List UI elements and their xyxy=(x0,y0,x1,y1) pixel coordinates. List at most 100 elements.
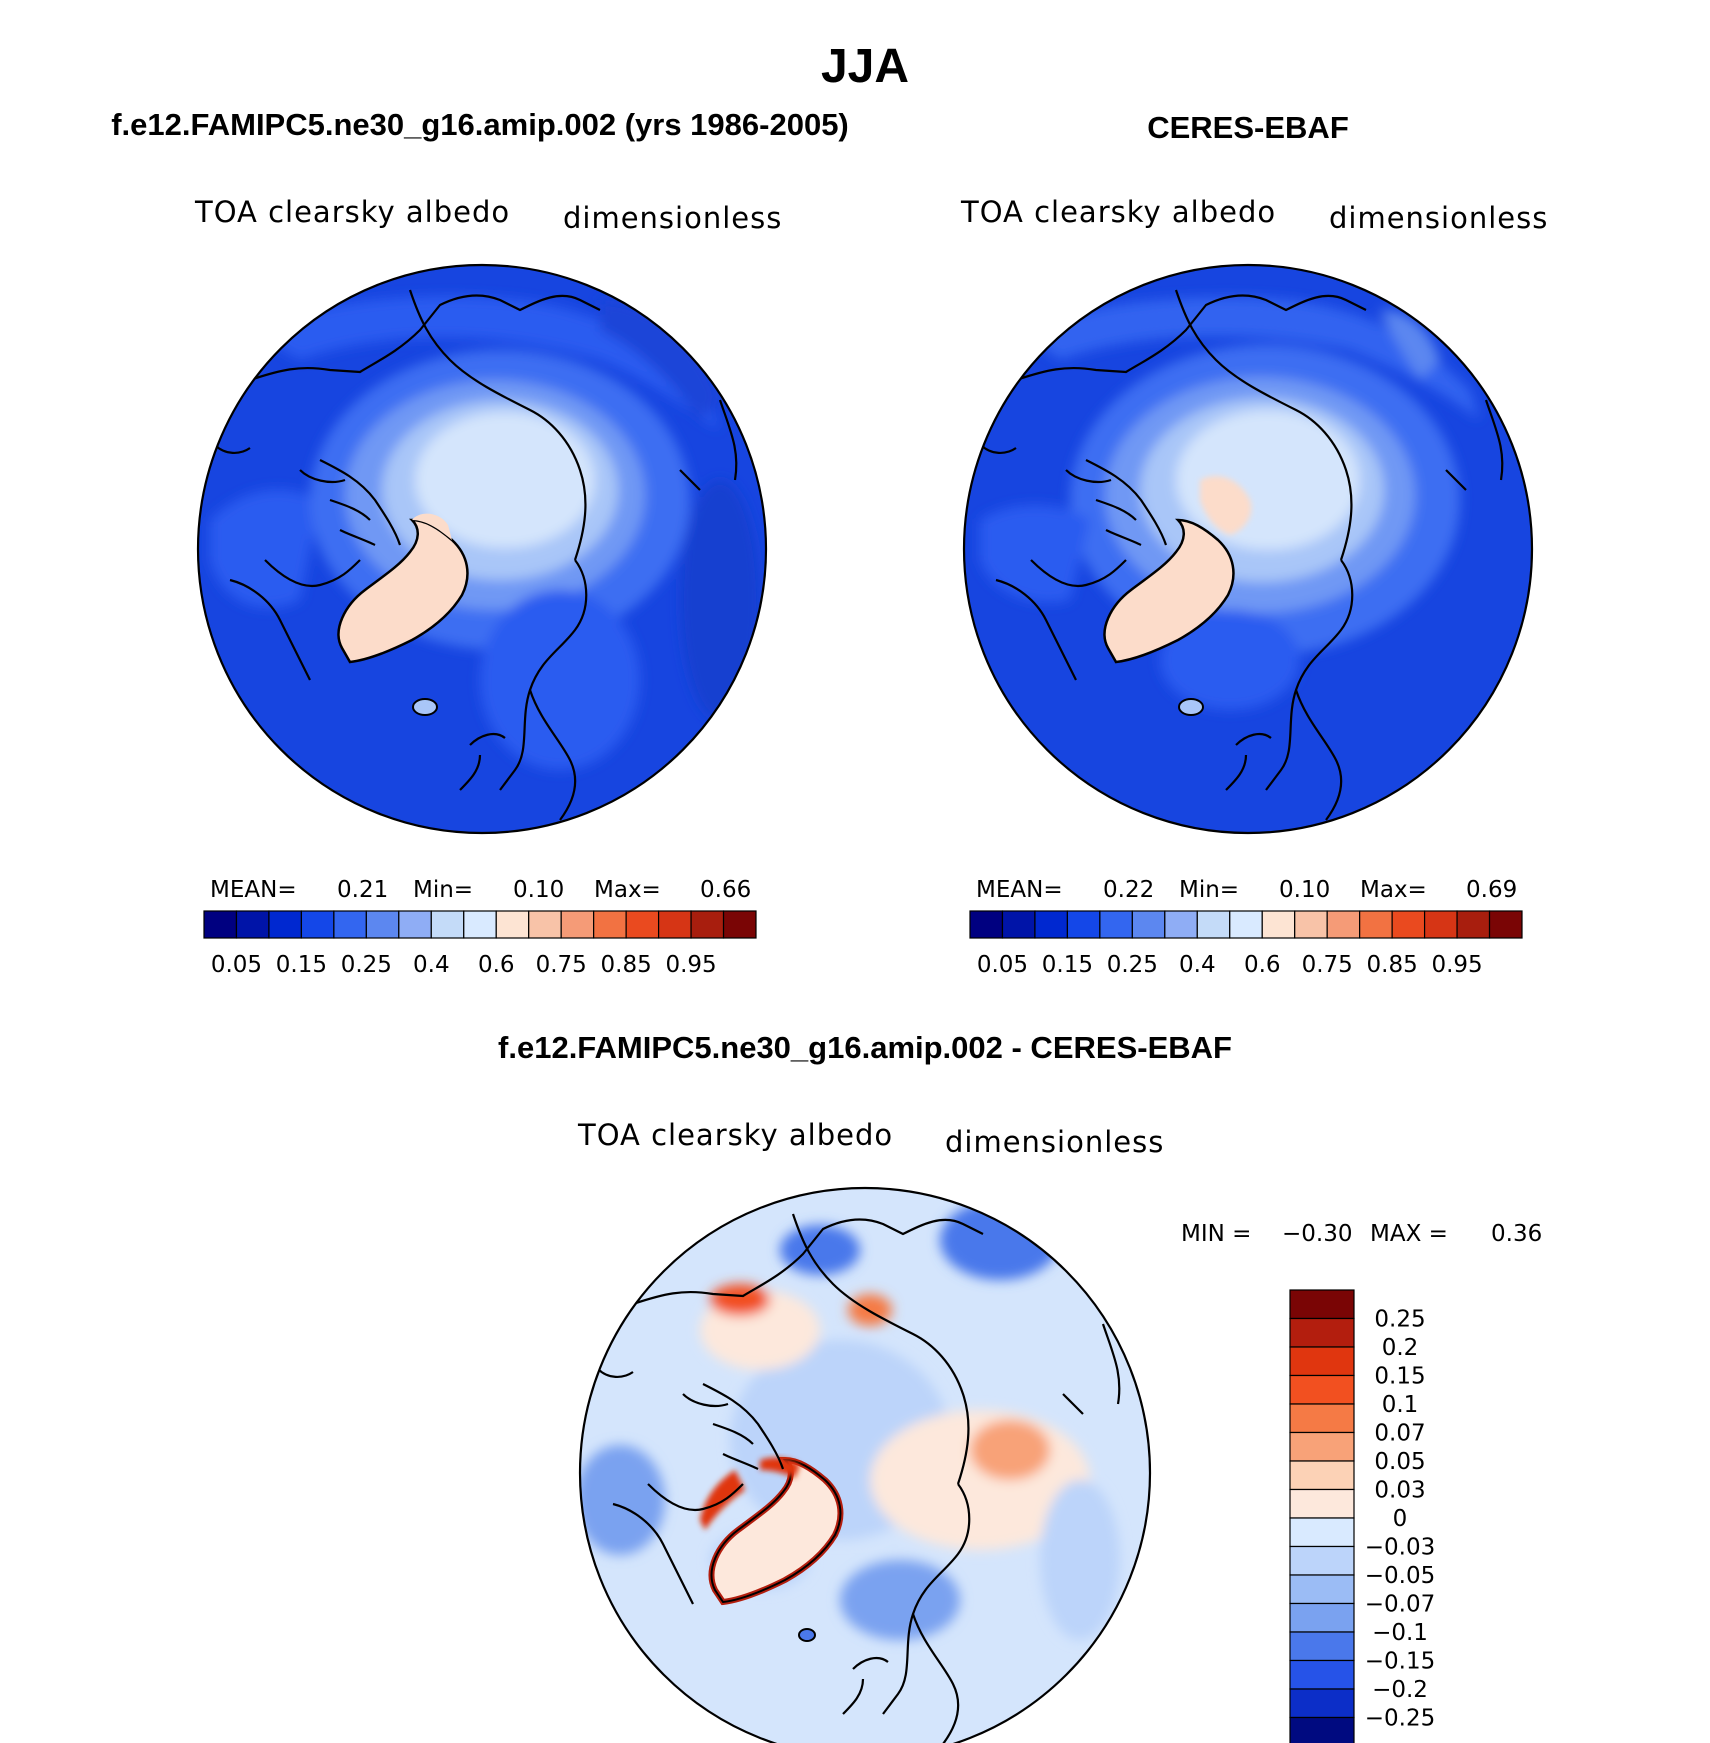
colorbar-tick-label: 0 xyxy=(1393,1506,1408,1532)
colorbar-swatch xyxy=(1289,1403,1355,1434)
map-obs-fill xyxy=(964,265,1532,833)
map-obs xyxy=(962,263,1534,835)
stats-mean-label: MEAN= xyxy=(210,877,297,903)
stats-min-value: 0.10 xyxy=(513,877,564,903)
colorbar-swatch xyxy=(1289,1602,1355,1633)
colorbar-swatch xyxy=(1289,1374,1355,1405)
colorbar-tick-label: 0.05 xyxy=(211,952,262,978)
colorbar-swatch xyxy=(1289,1460,1355,1491)
colorbar-swatch xyxy=(969,910,1004,939)
colorbar-tick-label: −0.1 xyxy=(1372,1620,1428,1646)
colorbar-swatch xyxy=(1359,910,1393,939)
variable-label-model: TOA clearsky albedo xyxy=(194,195,510,229)
colorbar-swatch xyxy=(235,910,270,939)
colorbar-swatch xyxy=(398,910,432,939)
units-label-diff: dimensionless xyxy=(945,1125,1164,1159)
map-model-fill xyxy=(198,265,766,833)
stats-obs: MEAN= 0.22 Min= 0.10 Max= 0.69 xyxy=(976,877,1517,903)
colorbar-swatch xyxy=(463,910,497,939)
colorbar-tick-label: 0.6 xyxy=(1244,952,1281,978)
colorbar-swatch xyxy=(528,910,562,939)
colorbar-diff: 0.250.2 0.150.1 0.070.05 0.030 −0.03−0.05 −0.… xyxy=(1289,1289,1435,1743)
variable-label-diff: TOA clearsky albedo xyxy=(577,1118,893,1152)
colorbar-tick-label: −0.03 xyxy=(1365,1535,1435,1561)
colorbar-swatch xyxy=(1289,1688,1355,1719)
colorbar-swatch xyxy=(1164,910,1198,939)
stats-diff: MIN = −0.30 MAX = 0.36 xyxy=(1181,1221,1542,1247)
colorbar-swatch xyxy=(430,910,465,939)
map-model-border xyxy=(196,263,768,835)
colorbar-tick-label: −0.07 xyxy=(1365,1592,1435,1618)
colorbar-tick-label: 0.05 xyxy=(1374,1449,1425,1475)
colorbar-swatch xyxy=(1289,1346,1355,1377)
colorbar-swatch xyxy=(625,910,660,939)
stats-min-label: MIN = xyxy=(1181,1221,1251,1247)
colorbar-swatch xyxy=(1289,1488,1355,1519)
colorbar-swatch xyxy=(268,910,303,939)
colorbar-swatch xyxy=(1001,910,1036,939)
colorbar-tick-label: −0.25 xyxy=(1365,1706,1435,1732)
colorbar-tick-label: 0.95 xyxy=(1431,952,1482,978)
colorbar-swatch xyxy=(1289,1431,1355,1462)
colorbar-swatch xyxy=(1131,910,1166,939)
colorbar-swatch xyxy=(1456,910,1491,939)
colorbar-tick-label: 0.2 xyxy=(1382,1335,1419,1361)
colorbar-tick-label: 0.15 xyxy=(1374,1364,1425,1390)
colorbar-swatch xyxy=(690,910,725,939)
colorbar-swatch xyxy=(1289,1631,1355,1662)
colorbar-tick-label: −0.05 xyxy=(1365,1563,1435,1589)
colorbar-tick-label: 0.15 xyxy=(1042,952,1093,978)
stats-min-label: Min= xyxy=(1179,877,1239,903)
colorbar-tick-label: 0.95 xyxy=(665,952,716,978)
colorbar-tick-label: 0.4 xyxy=(413,952,450,978)
map-diff-border xyxy=(578,1186,1152,1743)
colorbar-tick-label: 0.85 xyxy=(1367,952,1418,978)
colorbar-tick-label: 0.1 xyxy=(1382,1392,1419,1418)
stats-max-value: 0.66 xyxy=(700,877,751,903)
stats-min-value: −0.30 xyxy=(1282,1221,1352,1247)
panel-heading-diff: f.e12.FAMIPC5.ne30_g16.amip.002 - CERES-… xyxy=(498,1030,1232,1065)
stats-max-value: 0.36 xyxy=(1491,1221,1542,1247)
panel-heading-obs: CERES-EBAF xyxy=(1147,110,1349,145)
colorbar-swatch xyxy=(1294,910,1328,939)
units-label-model: dimensionless xyxy=(563,201,782,235)
colorbar-swatch xyxy=(1289,1545,1355,1576)
stats-max-label: Max= xyxy=(594,877,661,903)
colorbar-swatch xyxy=(1289,1574,1355,1605)
colorbar-swatch xyxy=(1099,910,1133,939)
colorbar-swatch xyxy=(1289,1289,1355,1320)
colorbar-swatch xyxy=(1261,910,1296,939)
colorbar-tick-label: 0.25 xyxy=(341,952,392,978)
map-obs-coastlines xyxy=(980,289,1504,821)
colorbar-swatch xyxy=(1391,910,1426,939)
colorbar-tick-label: 0.75 xyxy=(536,952,587,978)
stats-mean-value: 0.21 xyxy=(337,877,388,903)
map-diff-coastlines xyxy=(597,1213,1121,1743)
colorbar-swatch xyxy=(1423,910,1458,939)
colorbar-tick-label: 0.03 xyxy=(1374,1478,1425,1504)
colorbar-swatch xyxy=(657,910,692,939)
colorbar-swatch xyxy=(593,910,627,939)
colorbar-swatch xyxy=(365,910,400,939)
map-obs-border xyxy=(962,263,1534,835)
stats-min-value: 0.10 xyxy=(1279,877,1330,903)
colorbar-tick-label: 0.05 xyxy=(977,952,1028,978)
colorbar-tick-label: 0.07 xyxy=(1374,1421,1425,1447)
colorbar-tick-label: 0.4 xyxy=(1179,952,1216,978)
colorbar-swatch xyxy=(203,910,238,939)
colorbar-swatch xyxy=(722,910,757,939)
colorbar-tick-label: 0.6 xyxy=(478,952,515,978)
colorbar-swatch xyxy=(1229,910,1263,939)
stats-min-label: Min= xyxy=(413,877,473,903)
colorbar-tick-label: 0.75 xyxy=(1302,952,1353,978)
panel-heading-model: f.e12.FAMIPC5.ne30_g16.amip.002 (yrs 198… xyxy=(111,107,849,142)
colorbar-swatch xyxy=(1034,910,1069,939)
units-label-obs: dimensionless xyxy=(1329,201,1548,235)
colorbar-obs: 0.05 0.15 0.25 0.4 0.6 0.75 0.85 0.95 xyxy=(969,910,1523,978)
stats-mean-label: MEAN= xyxy=(976,877,1063,903)
colorbar-swatch xyxy=(300,910,335,939)
map-diff-fill xyxy=(580,1188,1150,1743)
colorbar-tick-label: 0.15 xyxy=(276,952,327,978)
colorbar-tick-label: 0.25 xyxy=(1107,952,1158,978)
colorbar-swatch xyxy=(1289,1659,1355,1690)
